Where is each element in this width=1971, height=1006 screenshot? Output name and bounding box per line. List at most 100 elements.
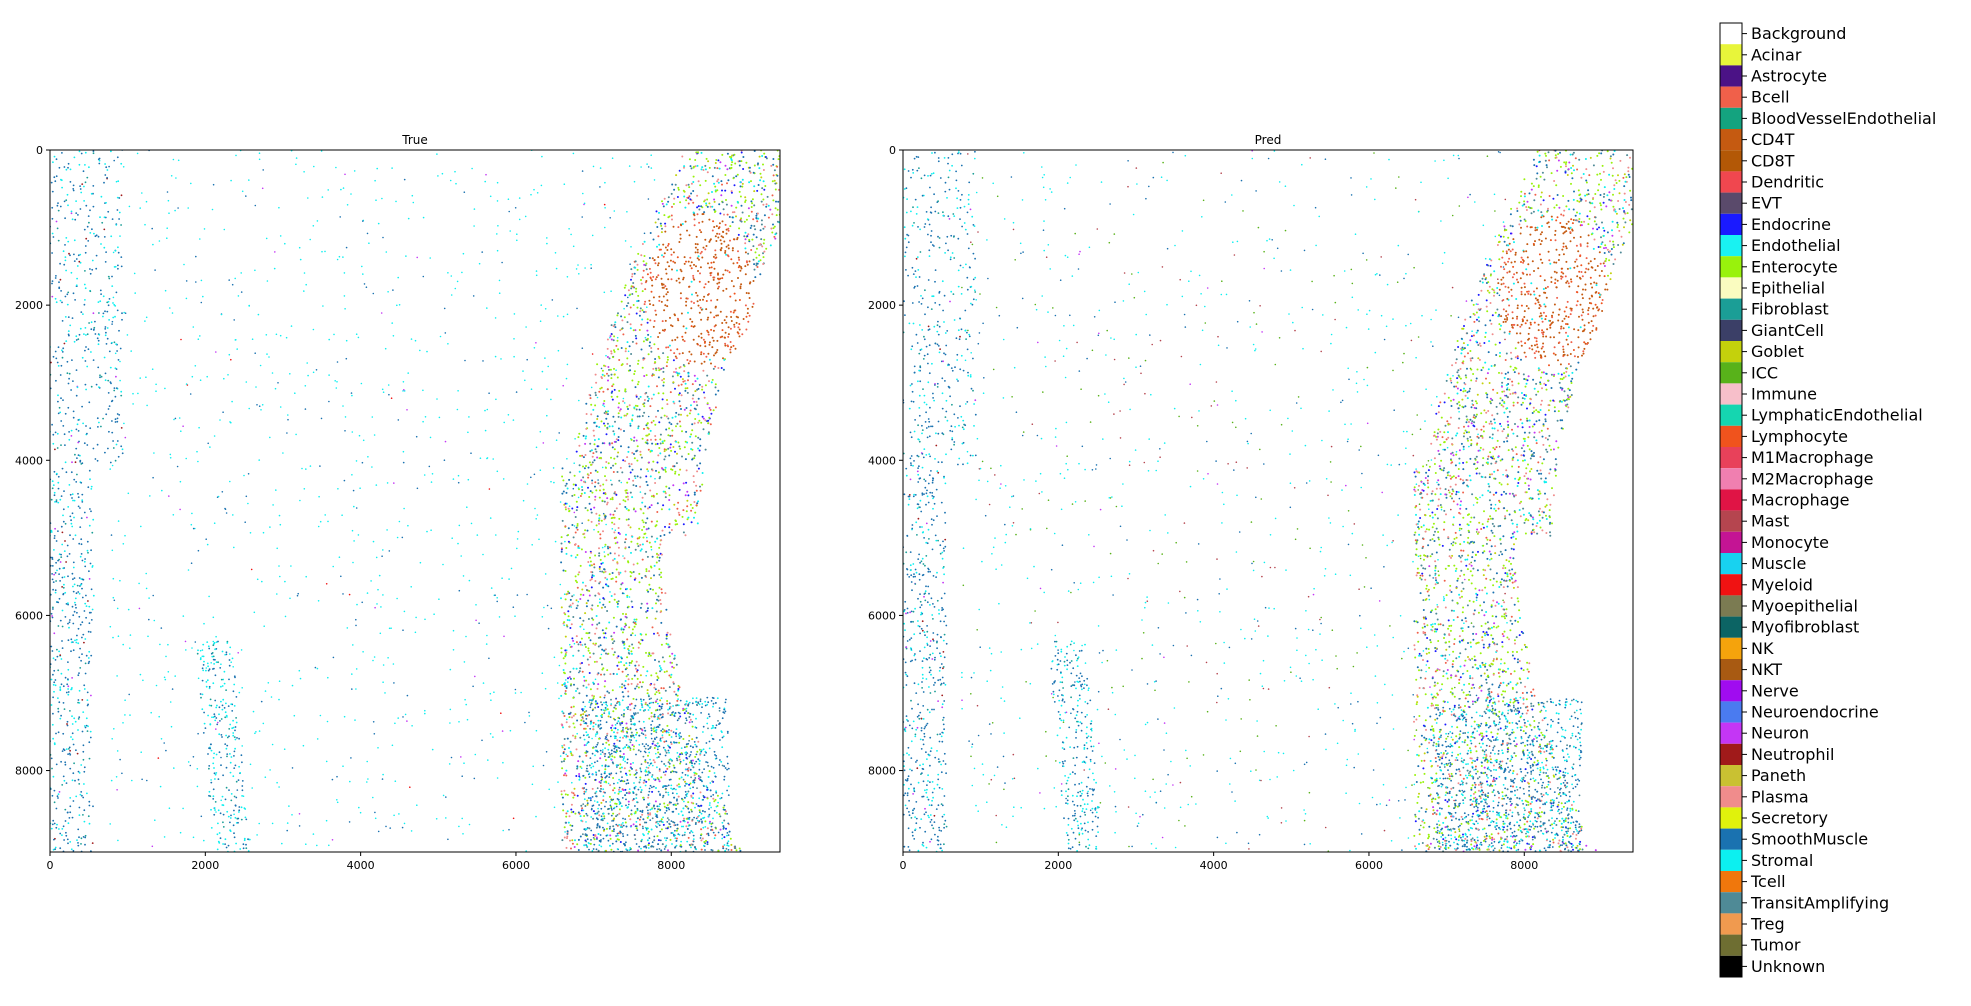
cell-point [595, 837, 598, 840]
cell-point [283, 748, 286, 750]
cell-point [88, 660, 91, 663]
cell-point [608, 357, 611, 360]
cell-point [616, 739, 619, 742]
cell-point [100, 425, 102, 428]
cell-point [244, 521, 246, 523]
cell-point [693, 774, 696, 777]
cell-point [635, 408, 638, 411]
cell-point [252, 710, 255, 713]
cell-point [736, 236, 739, 239]
cell-point [84, 287, 87, 290]
cell-point [489, 692, 492, 695]
cell-point [741, 211, 744, 214]
cell-point [201, 693, 204, 696]
cell-point [600, 562, 603, 565]
cell-point [67, 822, 70, 825]
cell-point [574, 579, 577, 582]
cell-point [691, 818, 694, 821]
cell-point [86, 225, 89, 228]
cell-point [671, 339, 674, 342]
cell-point [452, 629, 455, 632]
cell-point [53, 176, 56, 179]
cell-point [619, 763, 622, 766]
cell-point [64, 591, 67, 594]
cell-point [233, 736, 236, 738]
cell-point [733, 292, 736, 295]
cell-point [590, 263, 592, 266]
cell-point [675, 663, 678, 666]
cell-point [654, 278, 657, 281]
cell-point [168, 807, 171, 809]
cell-point [722, 208, 725, 211]
cell-point [672, 251, 675, 254]
cell-point [606, 422, 609, 425]
cell-point [206, 662, 209, 665]
cell-point [623, 557, 626, 560]
cell-point [265, 334, 268, 336]
cell-point [196, 785, 199, 788]
cell-point [539, 320, 542, 323]
cell-point [244, 816, 247, 819]
cell-point [65, 831, 67, 834]
cell-point [576, 794, 579, 797]
cell-point [665, 670, 668, 673]
cell-point [84, 726, 87, 729]
cell-point [88, 650, 91, 653]
cell-point [55, 357, 58, 360]
cell-point [612, 430, 615, 433]
cell-point [92, 594, 95, 597]
cell-point [58, 650, 60, 653]
cell-point [55, 220, 58, 223]
cell-point [530, 193, 532, 196]
cell-point [69, 168, 72, 171]
cell-point [513, 338, 515, 340]
cell-point [691, 738, 694, 741]
cell-point [81, 596, 84, 599]
cell-point [677, 441, 680, 444]
cell-point [609, 335, 612, 338]
cell-point [52, 484, 55, 486]
cell-point [699, 306, 702, 309]
cell-point [52, 696, 54, 699]
cell-point [620, 445, 622, 448]
cell-point [151, 227, 153, 230]
cell-point [722, 368, 725, 371]
cell-point [681, 378, 684, 381]
cell-point [602, 632, 605, 635]
cell-point [234, 816, 237, 819]
cell-point [201, 708, 204, 711]
cell-point [205, 685, 208, 688]
cell-point [704, 283, 707, 286]
cell-point [118, 197, 121, 199]
cell-point [700, 336, 703, 339]
cell-point [63, 583, 65, 586]
cell-point [596, 471, 599, 473]
cell-point [153, 619, 156, 622]
cell-point [753, 225, 756, 227]
cell-point [67, 575, 69, 578]
cell-point [754, 251, 757, 254]
cell-point [472, 685, 474, 688]
cell-point [758, 254, 761, 257]
cell-point [172, 514, 175, 516]
cell-point [639, 450, 642, 453]
cell-point [624, 622, 627, 625]
cell-point [535, 446, 538, 449]
cell-point [102, 315, 104, 318]
cell-point [146, 779, 148, 782]
cell-point [388, 550, 391, 552]
cell-point [594, 404, 597, 407]
cell-point [51, 232, 54, 235]
cell-point [396, 597, 398, 600]
cell-point [627, 446, 630, 449]
cell-point [70, 271, 73, 274]
cell-point [669, 676, 672, 679]
cell-point [628, 345, 631, 348]
cell-point [163, 676, 166, 679]
cell-point [668, 802, 671, 805]
cell-point [489, 195, 492, 198]
cell-point [682, 482, 685, 485]
cell-point [621, 683, 624, 686]
cell-point [215, 717, 218, 719]
cell-point [727, 244, 730, 247]
